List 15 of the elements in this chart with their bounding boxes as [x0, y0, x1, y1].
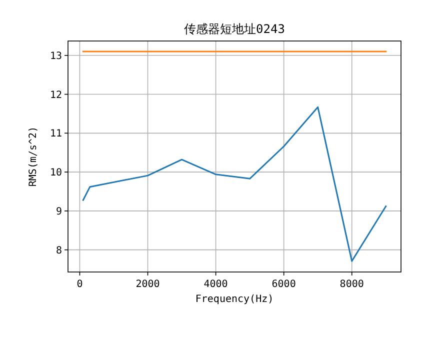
x-axis-title: Frequency(Hz)	[195, 294, 274, 305]
y-tick-label: 13	[50, 50, 62, 62]
x-tick-label: 8000	[340, 279, 364, 290]
y-tick-label: 9	[56, 206, 62, 218]
y-axis-title: RMS(m/s^2)	[28, 126, 39, 187]
x-tick-label: 0	[76, 279, 83, 290]
x-tick-label: 4000	[204, 279, 228, 290]
line-series	[82, 106, 387, 262]
chart-title: 传感器短地址0243	[184, 22, 285, 36]
y-tick-label: 12	[50, 90, 62, 101]
y-tick-label: 10	[50, 168, 62, 179]
y-tick-label: 8	[56, 245, 62, 256]
y-tick-label: 11	[50, 128, 62, 140]
x-tick-label: 2000	[136, 279, 160, 290]
x-tick-label: 6000	[272, 279, 296, 290]
